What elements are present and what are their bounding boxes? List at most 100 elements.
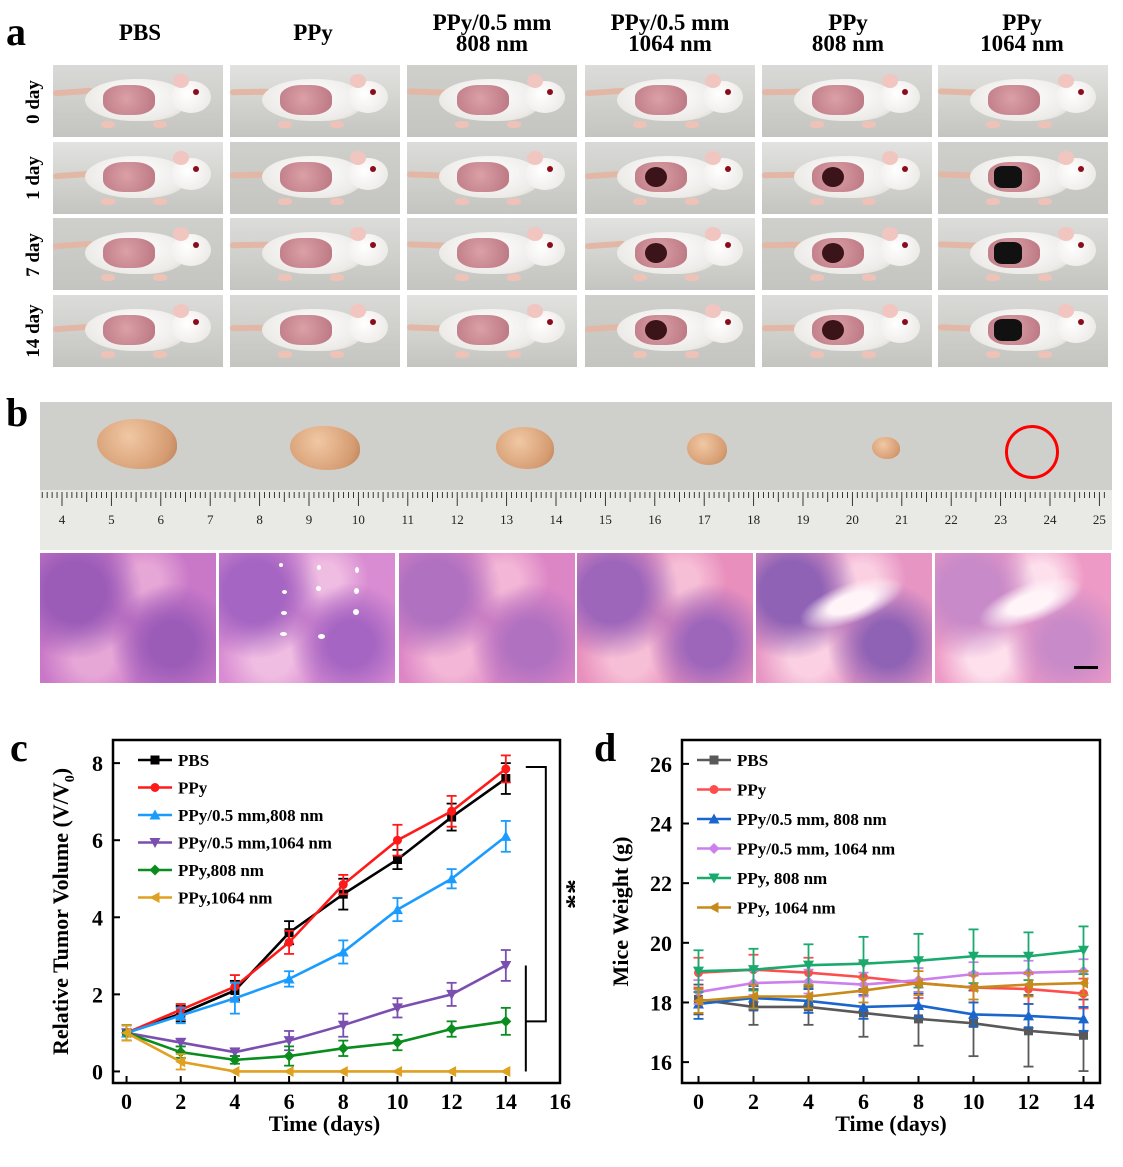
shaved-skin [988, 85, 1040, 115]
mouse-foot [862, 198, 876, 205]
x-tick-label: 10 [386, 1089, 408, 1114]
mouse-photo [762, 295, 932, 367]
y-tick-label: 2 [92, 982, 103, 1007]
data-point [446, 989, 458, 1000]
data-point [914, 1014, 923, 1024]
histology-necrosis [971, 565, 1089, 641]
x-tick-label: 4 [229, 1089, 240, 1114]
shaved-skin [280, 238, 332, 268]
y-axis-label-close: ) [48, 768, 73, 775]
shaved-skin [457, 315, 509, 345]
mouse-photo [230, 65, 400, 137]
tumor-specimen-ppy [290, 426, 360, 470]
mouse-eye [1078, 166, 1084, 172]
ruler-label: 7 [207, 512, 214, 527]
data-point [338, 880, 348, 890]
mouse-foot [330, 198, 344, 205]
data-point [858, 1001, 869, 1012]
data-point [337, 1065, 348, 1077]
ruler-label: 6 [158, 512, 165, 527]
ruler-label: 13 [500, 512, 513, 527]
mouse-ear [1058, 74, 1074, 88]
ruler-label: 11 [402, 512, 415, 527]
y-axis-label: Mice Weight (g) [608, 837, 633, 987]
ruler-label: 9 [306, 512, 313, 527]
mouse-foot [810, 198, 824, 205]
group-header-ppy-808: PPy 808 nm [811, 10, 885, 56]
legend-label: PBS [178, 751, 209, 770]
legend-label: PPy/0.5 mm,1064 nm [178, 834, 332, 853]
shaved-skin [457, 162, 509, 192]
panel-b-label: b [6, 390, 29, 435]
data-point [229, 1047, 241, 1058]
tumor-specimen-ppy-05-808 [496, 427, 554, 469]
data-point [500, 830, 512, 841]
mouse-foot [278, 121, 292, 128]
mouse-eye [547, 166, 553, 172]
ruler-label: 25 [1093, 512, 1106, 527]
data-point [121, 1027, 132, 1039]
mouse-ear [527, 151, 543, 165]
mouse-foot [455, 351, 469, 358]
data-point [858, 959, 869, 970]
legend-label: PPy/0.5 mm,808 nm [178, 806, 323, 825]
data-point [1078, 945, 1089, 956]
mouse-eye [547, 242, 553, 248]
mouse-foot [507, 198, 521, 205]
series-line [698, 998, 1084, 1037]
tumor-site [645, 167, 667, 187]
mouse-foot [633, 351, 647, 358]
mouse-ear [173, 304, 189, 318]
mouse-foot [1038, 121, 1052, 128]
group-header-pbs: PBS [118, 20, 162, 45]
mouse-foot [101, 274, 115, 281]
data-point [175, 1010, 187, 1021]
mouse-foot [101, 351, 115, 358]
mouse-foot [633, 198, 647, 205]
panel-c-label: c [10, 725, 28, 770]
data-point [175, 1046, 187, 1058]
mouse-eye [547, 89, 553, 95]
legend-marker [149, 864, 161, 876]
mouse-photo [230, 295, 400, 367]
y-tick-label: 4 [92, 905, 103, 930]
mouse-eye [1078, 319, 1084, 325]
histology-image [935, 553, 1111, 683]
legend-label: PPy/0.5 mm, 808 nm [737, 810, 887, 829]
x-tick-label: 8 [338, 1089, 349, 1114]
tumor-site [822, 243, 844, 263]
series-line [698, 981, 1084, 1003]
data-point [1023, 951, 1034, 962]
mouse-ear [527, 304, 543, 318]
x-tick-label: 16 [549, 1089, 571, 1114]
series-line [698, 996, 1084, 1021]
legend-marker [149, 809, 161, 820]
x-tick-label: 6 [858, 1089, 869, 1114]
mouse-foot [633, 274, 647, 281]
mouse-photo [585, 65, 755, 137]
data-point [391, 1065, 402, 1077]
x-tick-label: 6 [284, 1089, 295, 1114]
series-2 [121, 820, 512, 1042]
mouse-foot [810, 121, 824, 128]
mouse-ear [350, 304, 366, 318]
shaved-skin [280, 315, 332, 345]
data-point [283, 1050, 295, 1062]
legend-marker [708, 902, 719, 913]
y-axis-label: Relative Tumor Volume (V/V0) [48, 768, 78, 1055]
day-label-1: 1 day [23, 156, 44, 200]
day-label-0: 0 day [23, 80, 44, 124]
x-tick-label: 14 [495, 1089, 517, 1114]
legend-label: PPy [178, 779, 208, 798]
ruler: 4 5 6 7 8 9 10 11 12 13 14 15 16 17 18 19 20 21 22 23 24 25 [40, 490, 1112, 550]
tumor-site [822, 320, 844, 340]
mouse-foot [810, 351, 824, 358]
legend-label: PPy, 1064 nm [737, 899, 836, 918]
y-tick-label: 16 [650, 1050, 672, 1075]
ruler-label: 24 [1044, 512, 1058, 527]
data-point [229, 992, 241, 1003]
data-point [446, 1023, 458, 1035]
y-tick-label: 20 [650, 931, 672, 956]
mouse-photo [407, 295, 577, 367]
